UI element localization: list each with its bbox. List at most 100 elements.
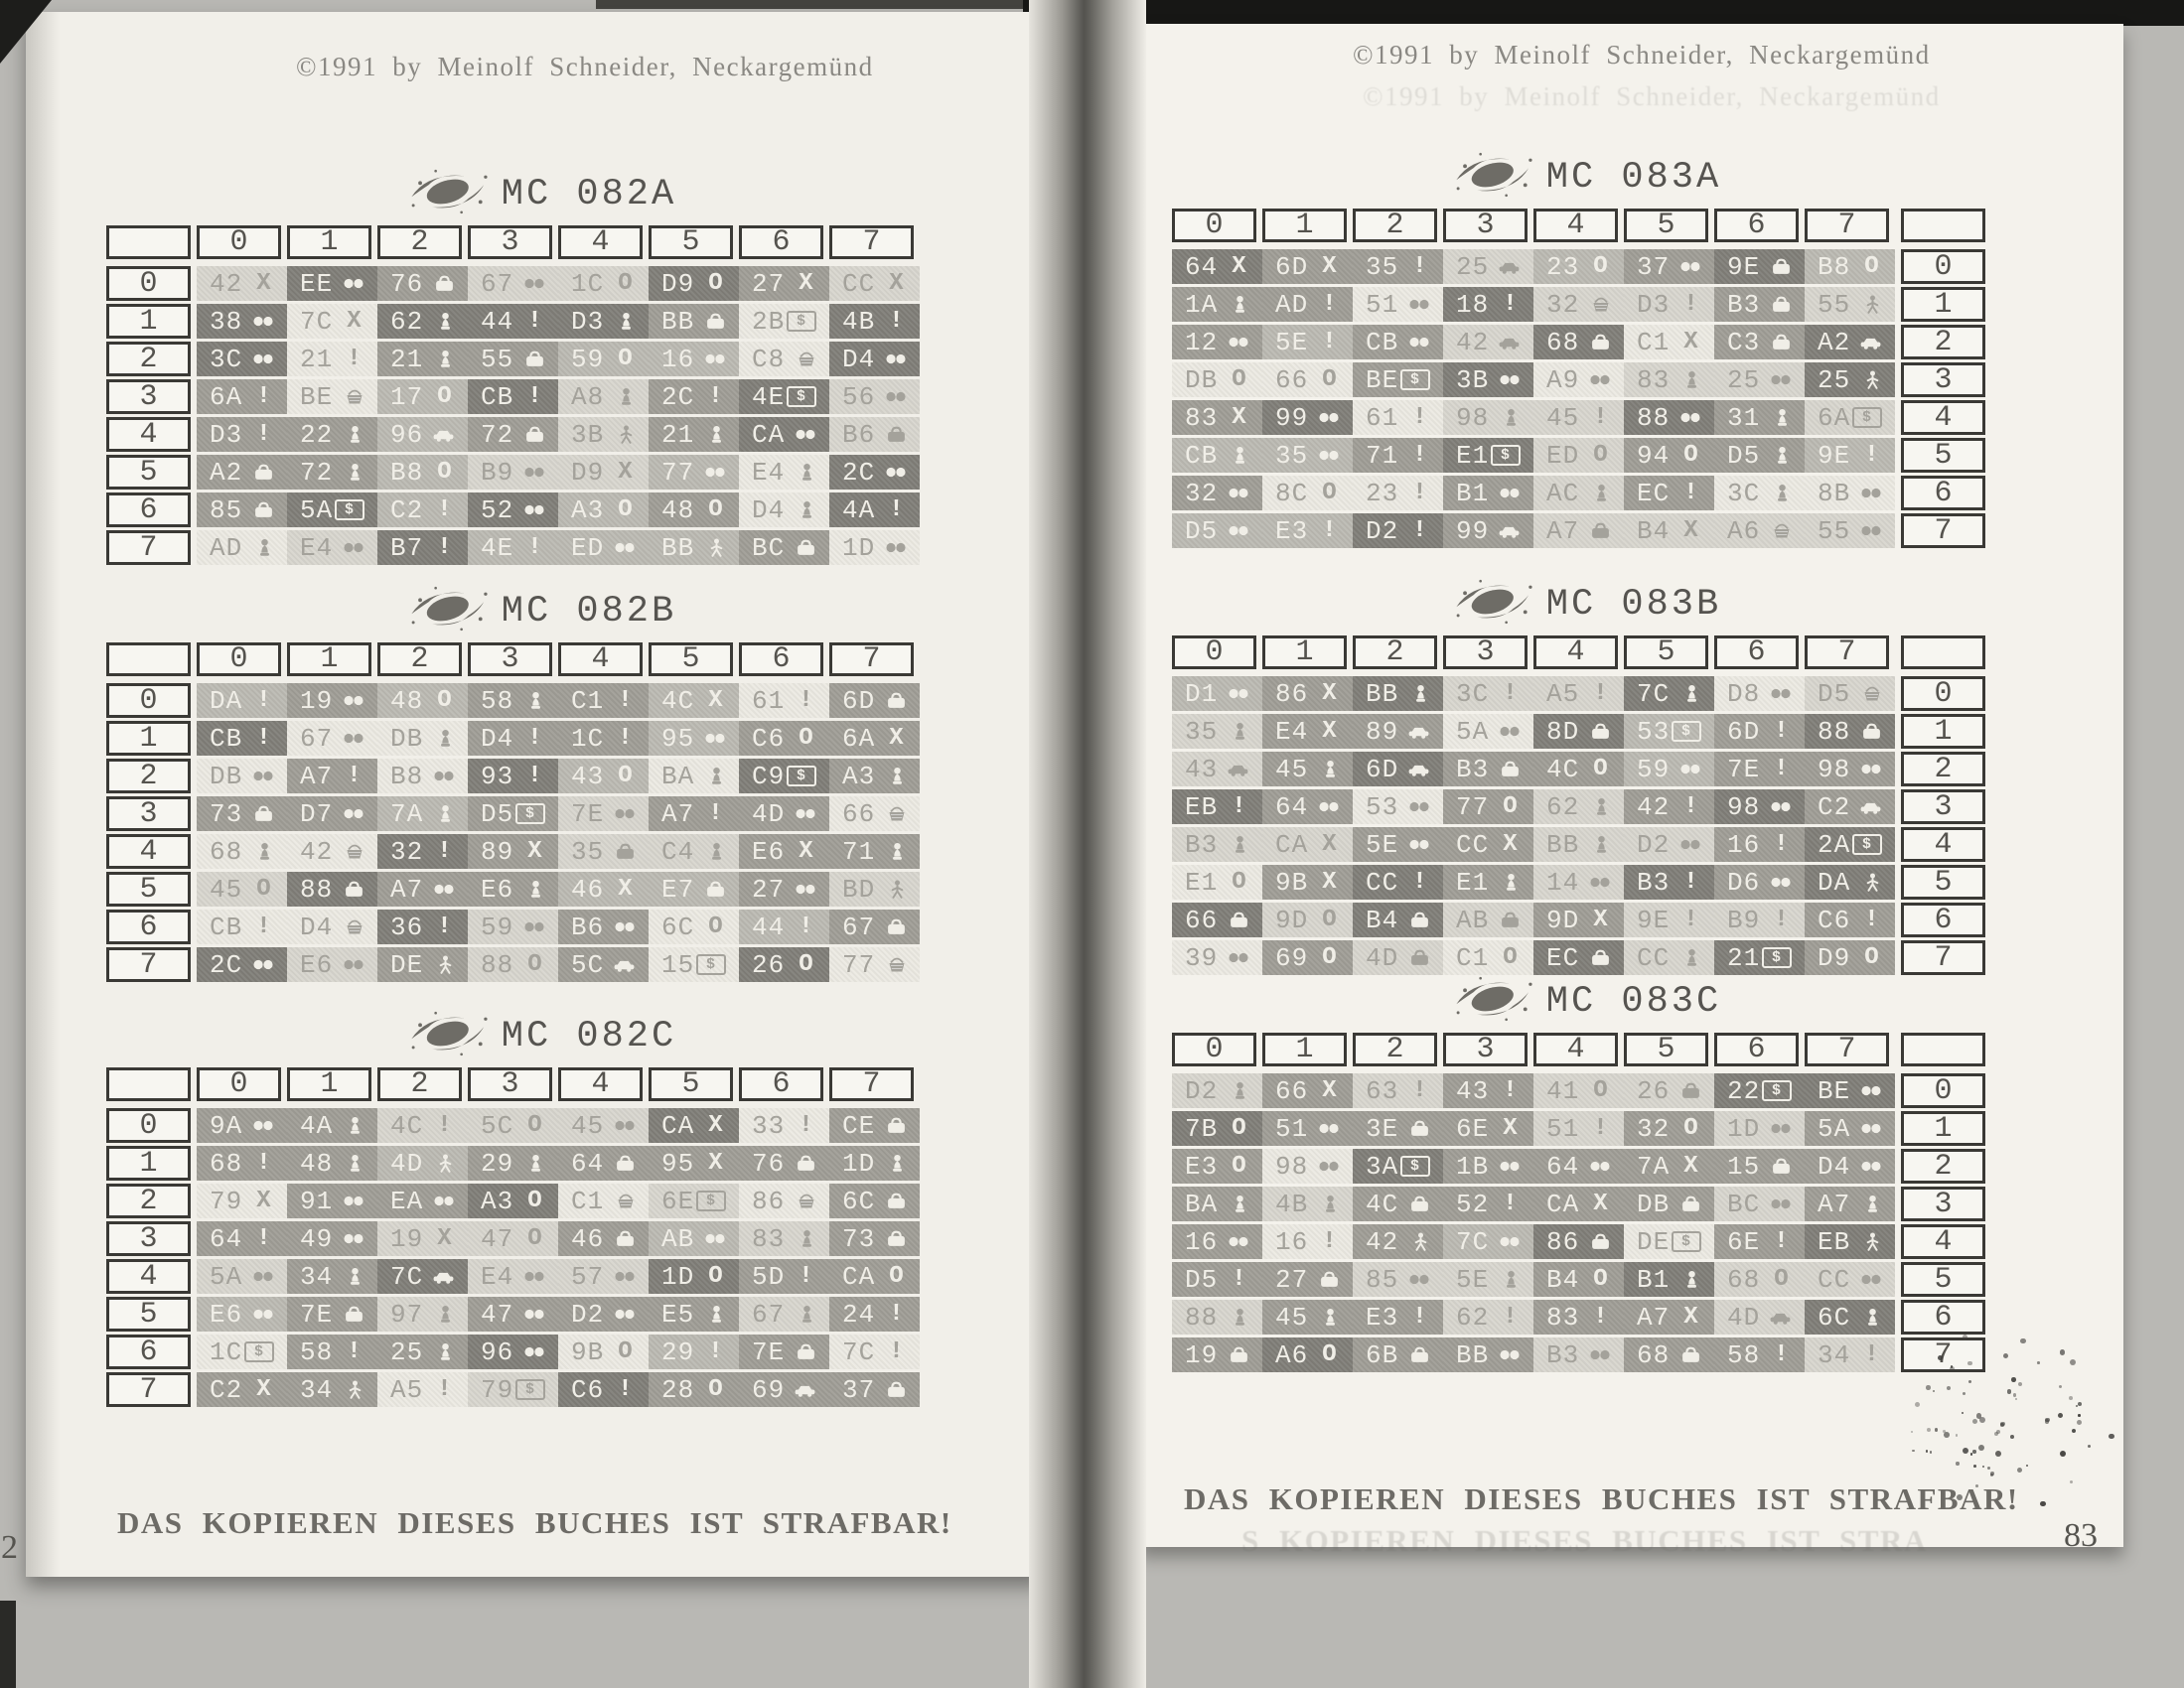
cell-hex-value: 96: [390, 419, 424, 450]
table-cell: BB: [649, 304, 739, 339]
cell-hex-value: CE: [842, 1110, 876, 1141]
row-header: 5: [106, 455, 191, 490]
car-icon: [1498, 259, 1521, 274]
copyright-right-ghost: ©1991 by Meinolf Schneider, Neckargemünd: [1363, 81, 1941, 111]
cell-hex-value: 85: [1366, 1264, 1399, 1295]
banknote-icon: $: [1672, 721, 1701, 742]
pawn-icon: [345, 1116, 364, 1135]
cell-hex-value: AB: [1456, 905, 1490, 935]
cell-hex-value: A2: [1818, 327, 1851, 357]
table-cell: 7B O: [1172, 1111, 1262, 1146]
table-cell: BA: [1172, 1187, 1262, 1221]
person-icon: [345, 1380, 364, 1399]
ink-speck: [2069, 1359, 2076, 1366]
pin-icon: !: [1864, 1341, 1880, 1368]
ink-speck: [1976, 1413, 1982, 1419]
cell-hex-value: E3: [1275, 515, 1309, 546]
table-cell: A2: [197, 455, 287, 490]
handbag-icon: [1590, 723, 1611, 740]
cell-hex-value: C6: [752, 723, 786, 754]
cell-hex-value: 4C: [661, 685, 695, 716]
table-cell: 45 O: [197, 872, 287, 907]
table-cell: D4: [287, 910, 377, 944]
cell-hex-value: 95: [661, 723, 695, 754]
cell-hex-value: 58: [300, 1336, 334, 1367]
cell-hex-value: 5C: [481, 1110, 514, 1141]
banknote-icon: $: [696, 954, 726, 975]
cell-hex-value: 8B: [1818, 478, 1851, 508]
table-cell: 95: [649, 721, 739, 756]
cell-hex-value: 29: [661, 1336, 695, 1367]
cell-hex-value: A5: [1546, 678, 1580, 709]
pin-icon: !: [889, 308, 905, 335]
handbag-icon: [1590, 949, 1611, 966]
table-cell: 66: [1172, 903, 1262, 937]
ring-icon: O: [1683, 442, 1699, 469]
glasses-icon: [704, 467, 726, 478]
table-cell: DB: [377, 721, 468, 756]
pin-icon: !: [437, 1112, 453, 1139]
pin-icon: !: [1774, 1341, 1790, 1368]
cell-hex-value: 95: [661, 1148, 695, 1179]
pawn-icon: [1320, 1308, 1340, 1327]
ring-icon: O: [708, 1376, 724, 1403]
table-cell: 95 X: [649, 1146, 739, 1181]
col-header: 7: [829, 642, 914, 676]
table-cell: 42: [1353, 1224, 1443, 1259]
handbag-icon: [615, 1230, 636, 1247]
col-header: 0: [1172, 1033, 1256, 1066]
table-cell: C1: [558, 1184, 649, 1218]
ring-icon: O: [618, 346, 634, 372]
table-cell: DB O: [1172, 362, 1262, 397]
handbag-icon: [886, 426, 907, 443]
cell-hex-value: B1: [1637, 1264, 1671, 1295]
table-cell: 85: [1353, 1262, 1443, 1297]
handbag-icon: [1500, 761, 1521, 777]
glasses-icon: [252, 353, 274, 364]
cell-hex-value: 8D: [1546, 716, 1580, 747]
table-cell: 52!: [1443, 1187, 1533, 1221]
table-cell: 25: [1805, 362, 1895, 397]
pin-icon: !: [1322, 1228, 1338, 1255]
ink-speck: [2071, 1428, 2077, 1434]
table-cell: 59 O: [558, 342, 649, 376]
cell-hex-value: 45: [1275, 754, 1309, 784]
table-cell: 35: [1172, 714, 1262, 749]
col-header: 7: [829, 1067, 914, 1101]
col-header: 6: [739, 1067, 823, 1101]
cell-hex-value: E6: [752, 836, 786, 867]
table-cell: 4B: [1262, 1187, 1353, 1221]
table-cell: 23!: [1353, 476, 1443, 510]
pawn-icon: [345, 425, 364, 444]
cell-hex-value: E6: [210, 1299, 243, 1330]
cell-hex-value: 19: [390, 1223, 424, 1254]
table-cell: 53 $: [1624, 714, 1714, 749]
table-cell: 35: [1262, 438, 1353, 473]
table-cell: 1D: [829, 530, 920, 565]
table-cell: E3!: [1353, 1300, 1443, 1335]
col-header: 4: [1533, 1033, 1618, 1066]
col-header: 3: [1443, 209, 1528, 242]
table-cell: B9!: [1714, 903, 1805, 937]
galaxy-logo-icon: [1441, 973, 1544, 1030]
table-cell: 55: [1805, 513, 1895, 548]
person-icon: [1862, 873, 1882, 892]
col-header: 5: [649, 1067, 733, 1101]
table-cell: 1B: [1443, 1149, 1533, 1184]
table-cell: C1 O: [1443, 940, 1533, 975]
col-header: 6: [739, 225, 823, 259]
cell-hex-value: 26: [752, 949, 786, 980]
cell-hex-value: BE: [300, 381, 334, 412]
pin-icon: !: [1593, 1304, 1609, 1331]
person-icon: [435, 1154, 455, 1173]
cell-hex-value: 58: [1727, 1339, 1761, 1370]
table-cell: 76: [377, 266, 468, 301]
table-cell: E6: [287, 947, 377, 982]
table-cell: 1C $: [197, 1335, 287, 1369]
pawn-icon: [1681, 684, 1701, 703]
pin-icon: !: [708, 1338, 724, 1365]
col-header: 1: [1262, 1033, 1347, 1066]
table-cell: 77 O: [1443, 789, 1533, 824]
table-cell: 1A: [1172, 287, 1262, 322]
ring-icon: O: [1503, 944, 1519, 971]
